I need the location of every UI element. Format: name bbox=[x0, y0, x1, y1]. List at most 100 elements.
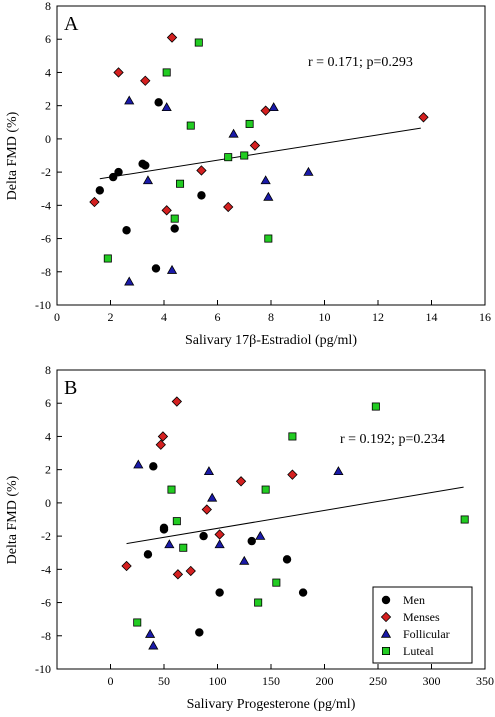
data-point-menses bbox=[287, 469, 298, 480]
y-tick-label: 6 bbox=[45, 396, 51, 410]
data-point-follicular bbox=[124, 95, 135, 105]
data-point-follicular bbox=[133, 459, 144, 469]
data-point-luteal bbox=[133, 618, 142, 627]
y-tick-label: 2 bbox=[45, 463, 51, 477]
plot-frame bbox=[56, 5, 486, 306]
data-point-menses bbox=[201, 504, 212, 515]
x-tick-label: 14 bbox=[426, 310, 438, 324]
panel-label: B bbox=[64, 377, 77, 399]
data-point-luteal bbox=[167, 485, 176, 494]
data-point-men bbox=[199, 531, 208, 541]
data-points bbox=[121, 396, 469, 650]
data-point-follicular bbox=[207, 492, 218, 502]
data-point-follicular bbox=[333, 466, 344, 476]
data-point-menses bbox=[418, 112, 429, 123]
panel-label: A bbox=[64, 13, 79, 35]
axis-ticks: 0 50 100 150 200 250 300 350 -10 -8 -6 -4 -2 0 2 4 6 8 bbox=[35, 363, 494, 688]
x-tick-label: 0 bbox=[54, 310, 60, 324]
data-point-menses bbox=[155, 439, 166, 450]
y-tick-label: 8 bbox=[45, 363, 51, 377]
data-point-men bbox=[151, 264, 161, 273]
data-points bbox=[89, 32, 429, 286]
legend-marker-men bbox=[381, 595, 391, 605]
x-tick-label: 200 bbox=[316, 674, 334, 688]
data-point-luteal bbox=[179, 543, 188, 552]
data-point-follicular bbox=[260, 175, 271, 185]
data-point-follicular bbox=[239, 555, 250, 565]
y-tick-label: 4 bbox=[45, 65, 51, 79]
data-point-follicular bbox=[228, 128, 239, 138]
correlation-annotation: r = 0.192; p=0.234 bbox=[340, 432, 445, 447]
data-point-luteal bbox=[264, 234, 273, 243]
data-point-men bbox=[143, 550, 153, 559]
data-point-menses bbox=[260, 105, 271, 116]
data-point-menses bbox=[121, 560, 132, 572]
data-point-follicular bbox=[263, 191, 274, 201]
y-tick-label: -4 bbox=[41, 562, 51, 576]
data-point-luteal bbox=[245, 119, 254, 128]
data-point-men bbox=[170, 224, 179, 233]
panel-a: A r = 0.171; p=0.293 Salivary 17β-Estrad… bbox=[5, 0, 491, 348]
x-tick-label: 250 bbox=[369, 674, 387, 688]
data-point-luteal bbox=[170, 214, 179, 223]
data-point-follicular bbox=[142, 175, 154, 185]
axis-ticks: 0 2 4 6 8 10 12 14 16 -10 -8 -6 -4 -2 0 2 4 6 8 bbox=[35, 0, 491, 324]
data-point-luteal bbox=[172, 517, 181, 526]
data-point-men bbox=[197, 191, 206, 200]
data-point-men bbox=[95, 186, 104, 195]
x-tick-label: 350 bbox=[476, 674, 494, 688]
legend-label: Luteal bbox=[403, 644, 434, 658]
x-axis-label: Salivary Progesterone (pg/ml) bbox=[187, 697, 356, 712]
panel-b: B r = 0.192; p=0.234 Salivary Progestero… bbox=[5, 363, 494, 712]
x-tick-label: 8 bbox=[268, 310, 274, 324]
x-tick-label: 4 bbox=[161, 310, 167, 324]
x-tick-label: 16 bbox=[479, 310, 491, 324]
x-tick-label: 2 bbox=[108, 310, 114, 324]
x-tick-label: 100 bbox=[209, 674, 227, 688]
y-tick-label: -6 bbox=[41, 596, 51, 610]
data-point-menses bbox=[185, 565, 196, 577]
data-point-men bbox=[141, 161, 150, 170]
legend-label: Menses bbox=[403, 610, 440, 624]
data-point-follicular bbox=[255, 530, 266, 540]
data-point-luteal bbox=[254, 598, 263, 607]
y-tick-label: -10 bbox=[35, 662, 51, 676]
y-tick-label: -10 bbox=[35, 298, 51, 312]
y-tick-label: 0 bbox=[45, 132, 51, 146]
regression-line bbox=[99, 127, 421, 180]
legend-label: Men bbox=[403, 593, 425, 607]
data-point-luteal bbox=[261, 485, 270, 494]
data-point-follicular bbox=[161, 102, 172, 112]
y-axis-label: Delta FMD (%) bbox=[5, 111, 20, 200]
data-point-follicular bbox=[203, 466, 215, 476]
data-point-luteal bbox=[186, 121, 195, 130]
data-point-follicular bbox=[145, 628, 156, 638]
data-point-menses bbox=[113, 67, 124, 78]
data-point-men bbox=[215, 588, 224, 597]
correlation-annotation: r = 0.171; p=0.293 bbox=[308, 55, 413, 70]
data-point-luteal bbox=[194, 38, 203, 47]
data-point-follicular bbox=[214, 539, 225, 549]
regression-line-group bbox=[99, 127, 421, 180]
data-point-follicular bbox=[166, 264, 178, 274]
data-point-menses bbox=[214, 529, 225, 540]
data-point-luteal bbox=[224, 153, 233, 162]
x-tick-label: 300 bbox=[423, 674, 441, 688]
x-tick-label: 6 bbox=[215, 310, 221, 324]
data-point-menses bbox=[172, 569, 184, 580]
data-point-men bbox=[159, 525, 169, 534]
data-point-men bbox=[247, 536, 256, 546]
data-point-menses bbox=[235, 476, 247, 487]
x-tick-label: 50 bbox=[158, 674, 170, 688]
data-point-menses bbox=[161, 205, 172, 216]
data-point-luteal bbox=[162, 68, 171, 77]
data-point-menses bbox=[223, 201, 234, 213]
data-point-menses bbox=[89, 196, 100, 208]
y-axis-label: Delta FMD (%) bbox=[5, 475, 20, 564]
legend: Men Menses Follicular Luteal bbox=[372, 586, 473, 664]
y-tick-label: -6 bbox=[41, 232, 51, 246]
data-point-men bbox=[114, 167, 123, 177]
y-tick-label: -8 bbox=[41, 629, 51, 643]
regression-line bbox=[126, 486, 464, 545]
